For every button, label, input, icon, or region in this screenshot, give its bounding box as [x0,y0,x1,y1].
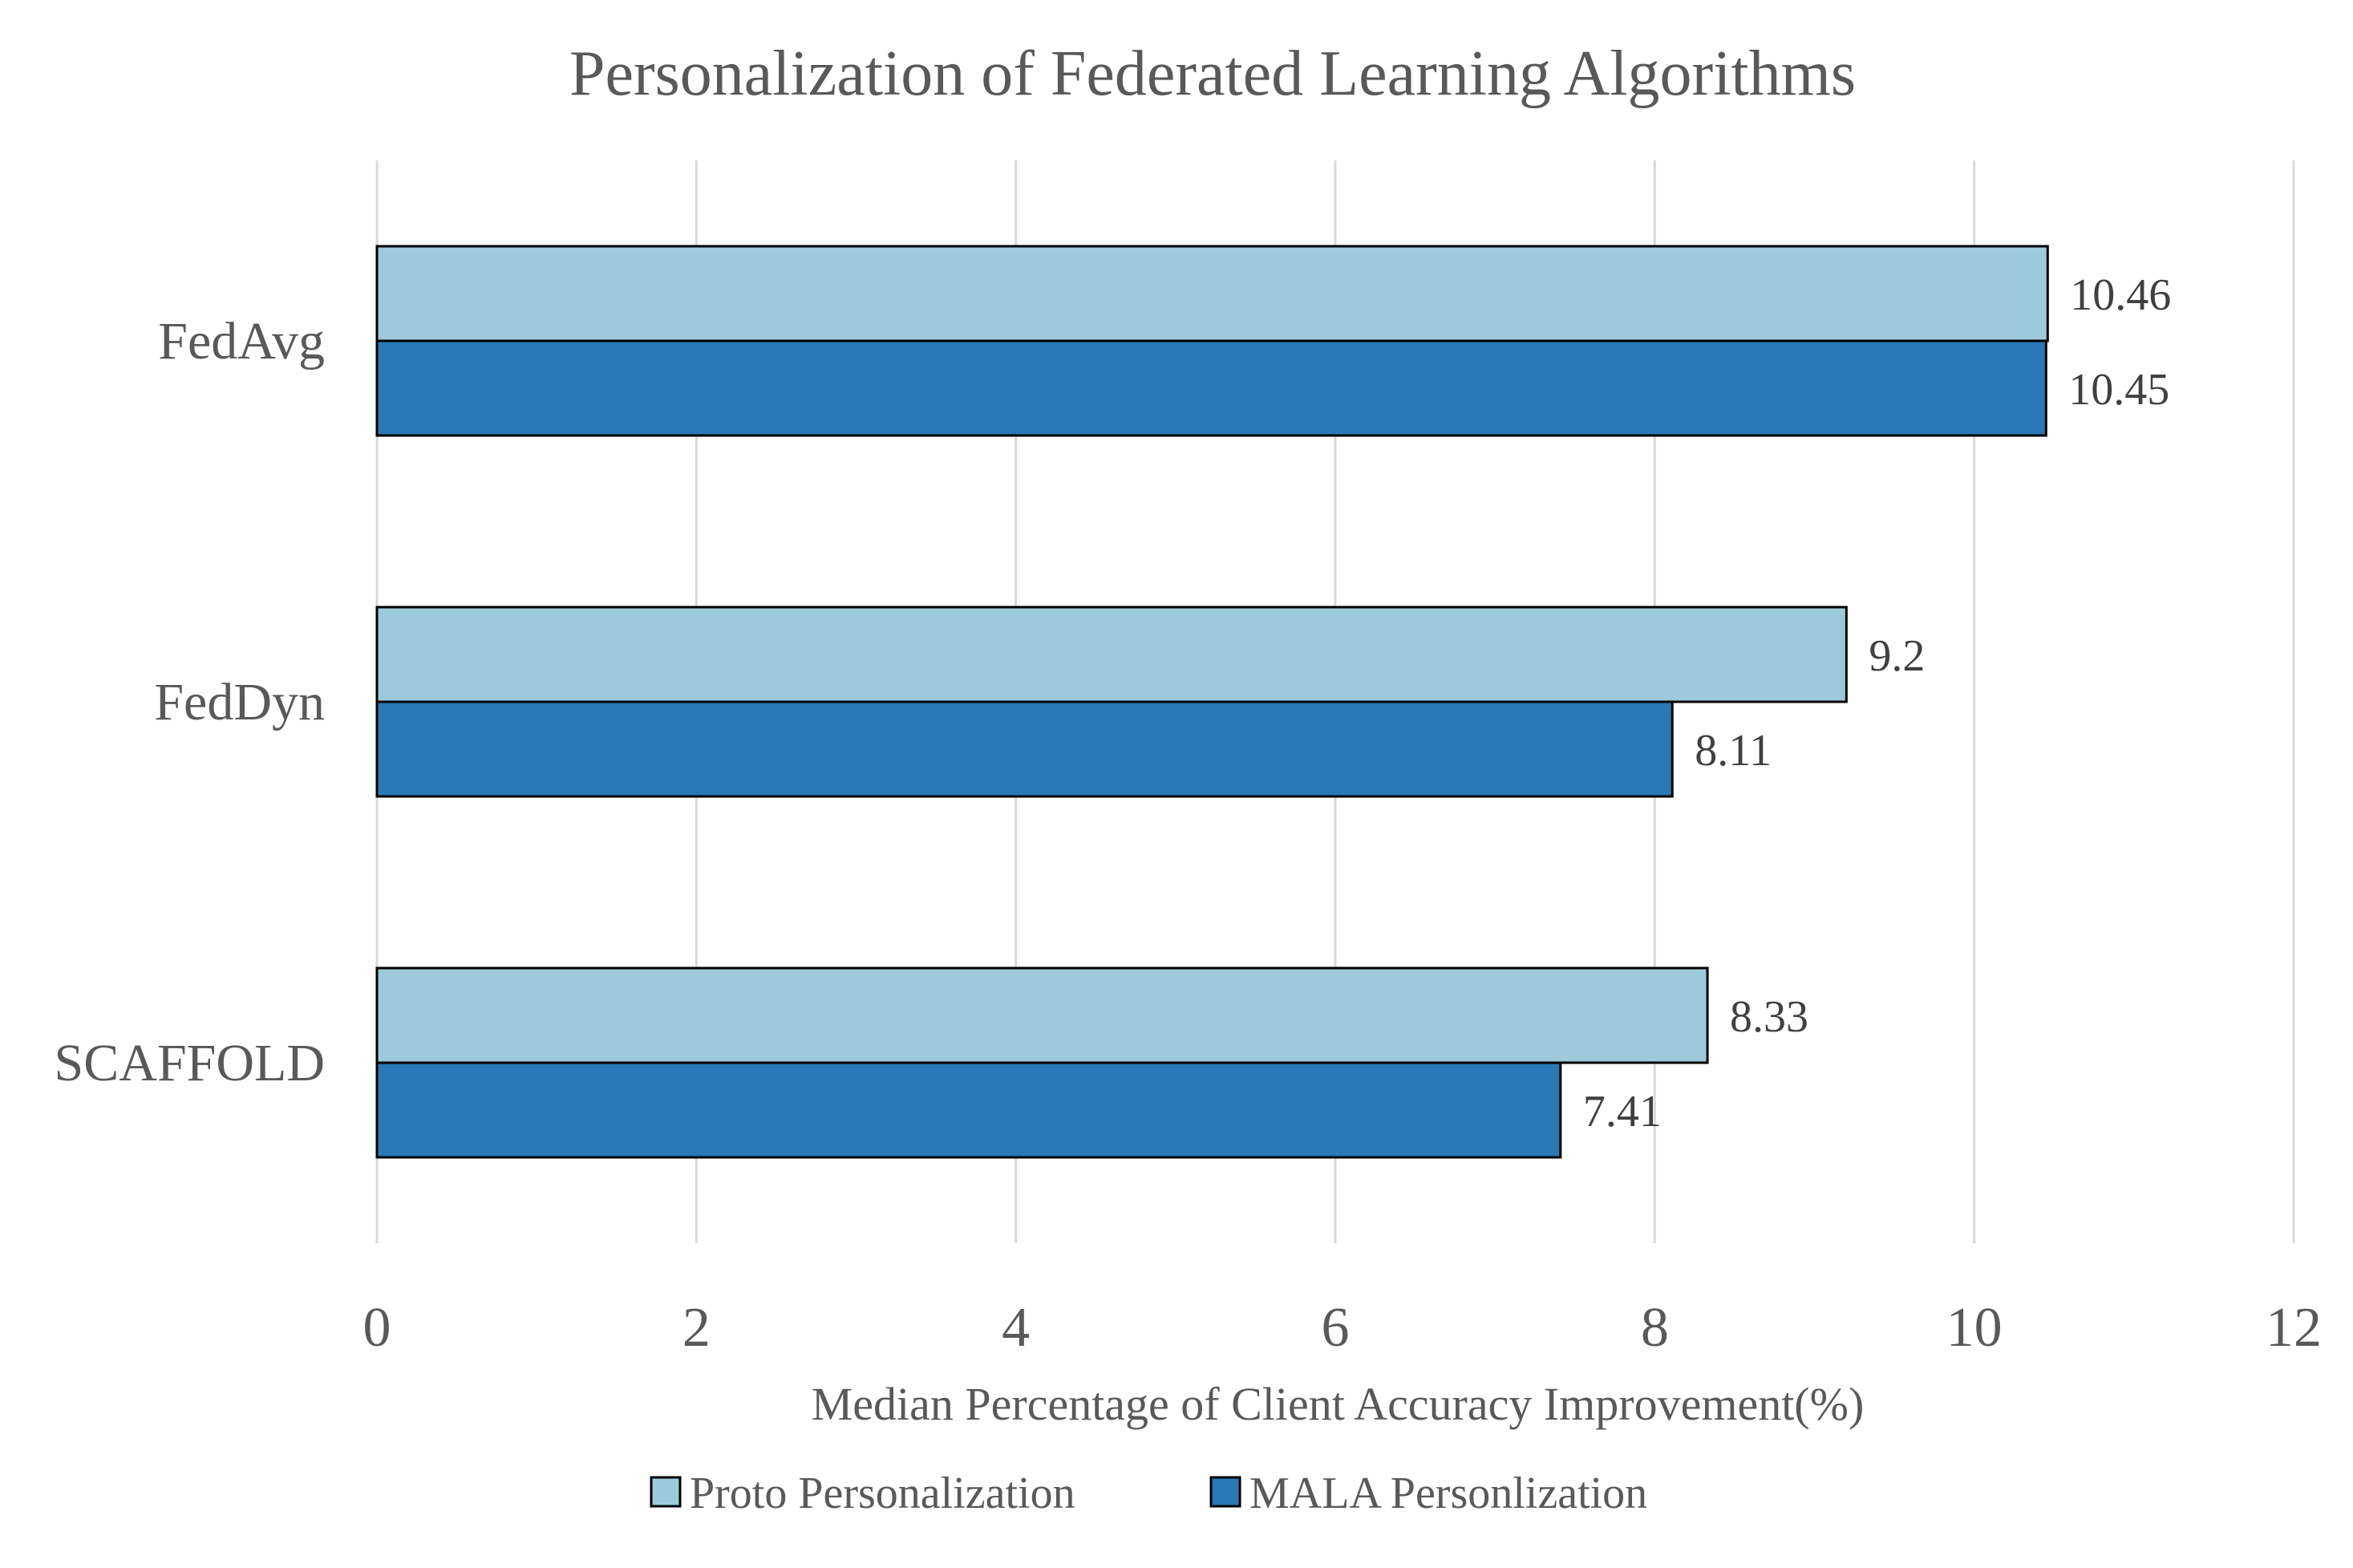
data-label: 7.41 [1583,1087,1662,1136]
data-label: 9.2 [1869,631,1925,681]
x-tick-label: 4 [1002,1297,1030,1359]
chart-title: Personalization of Federated Learning Al… [569,38,1856,109]
bar [375,245,2049,342]
bar [375,339,2047,437]
x-tick-label: 10 [1946,1297,2003,1359]
x-tick-label: 2 [682,1297,711,1359]
x-tick-label: 12 [2266,1297,2322,1359]
data-label: 10.45 [2068,365,2169,415]
legend-swatch [1209,1476,1241,1508]
category-labels: FedAvg FedDyn SCAFFOLD [55,312,325,1092]
data-label: 10.46 [2070,270,2171,320]
category-label: FedDyn [154,673,325,731]
legend: Proto Personalization MALA Personlization [650,1469,1647,1518]
x-tick-label: 8 [1641,1297,1669,1359]
category-label: SCAFFOLD [55,1034,325,1092]
bar [375,966,1709,1064]
category-label: FedAvg [158,312,325,371]
bars: 10.46 10.45 9.2 8.11 8.33 7.41 [375,245,2171,1159]
legend-swatch [650,1476,682,1508]
data-label: 8.11 [1695,726,1772,776]
bar [375,1061,1562,1159]
x-tick-label: 0 [363,1297,391,1359]
x-tick-labels: 0 2 4 6 8 10 12 [363,1297,2323,1359]
x-axis-label: Median Percentage of Client Accuracy Imp… [812,1378,1865,1430]
legend-item: Proto Personalization [690,1469,1075,1518]
legend-item: MALA Personlization [1249,1469,1647,1518]
x-tick-label: 6 [1322,1297,1350,1359]
bar [375,606,1848,703]
bar [375,700,1674,798]
data-label: 8.33 [1730,992,1808,1042]
